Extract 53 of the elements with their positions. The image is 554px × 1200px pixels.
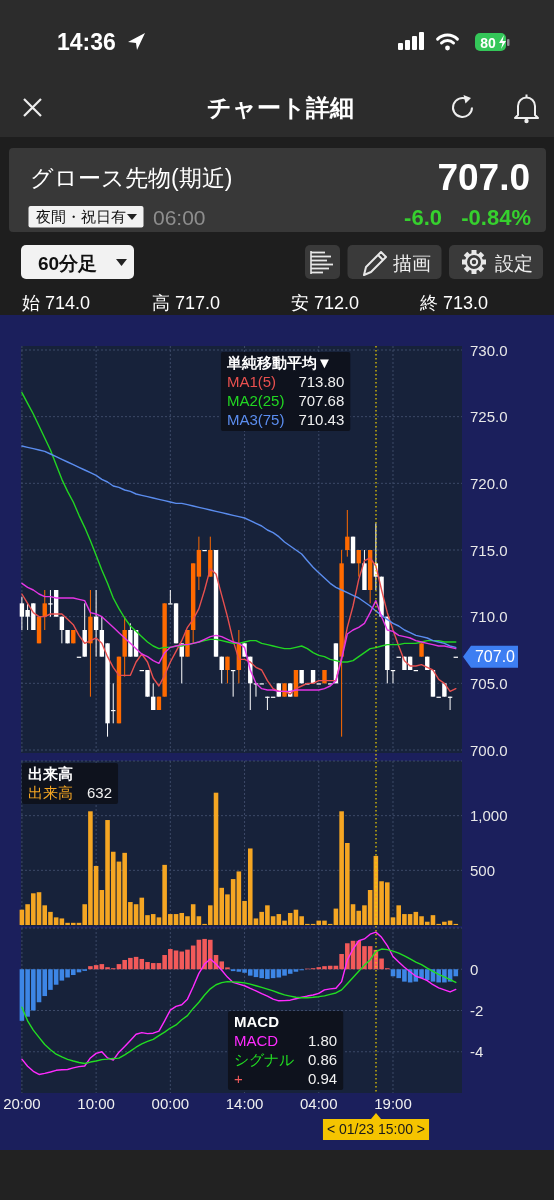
annotation: 0.86 <box>308 1051 338 1068</box>
text: + <box>234 1070 243 1087</box>
text: -0.84% <box>461 205 531 230</box>
annotation: 1.80 <box>308 1032 338 1049</box>
y-tick-label: 705.0 <box>470 674 508 692</box>
text: 始 714.0 <box>22 293 91 313</box>
y-tick-label: 725.0 <box>470 408 508 426</box>
text: MACD <box>234 1032 279 1049</box>
text: 14:36 <box>57 29 116 55</box>
annotation: 632 <box>87 784 113 801</box>
x-tick-label: 04:00 <box>300 1095 338 1112</box>
legend-title: 出来高 <box>28 765 73 782</box>
text: グロース先物(期近) <box>30 165 233 191</box>
y-tick-label: 730.0 <box>470 341 508 359</box>
y-tick-label: -2 <box>470 1002 484 1019</box>
annotation: 707.68 <box>298 392 345 409</box>
y-tick-label: 0 <box>470 960 479 978</box>
x-tick-label: 19:00 <box>374 1095 412 1112</box>
y-tick-label: -4 <box>470 1043 484 1061</box>
y-tick-label: 710.0 <box>470 608 508 626</box>
annotation: 713.80 <box>298 373 345 390</box>
text: MA3(75) <box>226 411 285 428</box>
x-tick-label: 20:00 <box>3 1095 41 1112</box>
y-tick-label: 720.0 <box>470 474 508 492</box>
text: 夜間・祝日有 <box>36 209 126 225</box>
text: 80 <box>480 34 496 51</box>
x-tick-label: 14:00 <box>225 1095 264 1112</box>
series-label: 出来高 <box>28 784 73 801</box>
text: 設定 <box>495 253 533 274</box>
annotation: 710.43 <box>298 411 345 428</box>
text: 終 713.0 <box>419 293 489 313</box>
text: 707.0 <box>474 648 516 666</box>
legend-title: 単純移動平均▼ <box>225 354 332 371</box>
text: シグナル <box>234 1051 294 1068</box>
text: 60分足 <box>38 253 98 274</box>
y-tick-label: 1,000 <box>470 807 508 825</box>
y-tick-label: 715.0 <box>470 541 508 559</box>
x-tick-label: 00:00 <box>151 1095 190 1112</box>
x-tick-label: 10:00 <box>77 1095 115 1112</box>
annotation: 0.94 <box>308 1070 338 1087</box>
text: 707.0 <box>437 157 530 198</box>
text: チャート詳細 <box>206 94 354 121</box>
text: 安 712.0 <box>291 293 360 313</box>
y-tick-label: 700.0 <box>470 741 508 759</box>
text: 06:00 <box>153 206 206 229</box>
legend-title: MACD <box>234 1013 280 1030</box>
text: < 01/23 15:00 > <box>326 1121 426 1137</box>
text: 描画 <box>393 253 431 274</box>
y-tick-label: 500 <box>470 861 496 879</box>
text: 高 717.0 <box>152 293 221 313</box>
text: -6.0 <box>404 205 442 230</box>
text: MA2(25) <box>226 392 285 409</box>
text: MA1(5) <box>226 373 277 390</box>
